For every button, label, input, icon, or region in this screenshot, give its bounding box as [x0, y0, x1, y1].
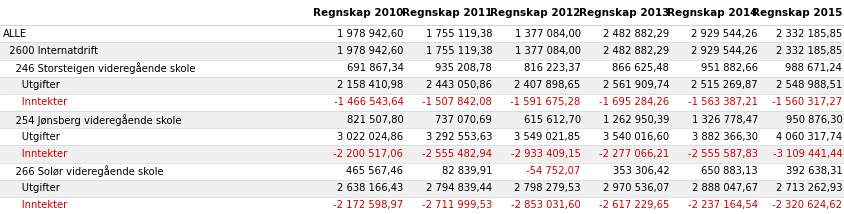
Text: 816 223,37: 816 223,37 — [524, 63, 581, 73]
Text: 737 070,69: 737 070,69 — [436, 115, 492, 125]
Text: Regnskap 2010: Regnskap 2010 — [313, 8, 403, 18]
Text: Regnskap 2015: Regnskap 2015 — [752, 8, 842, 18]
Text: 615 612,70: 615 612,70 — [523, 115, 581, 125]
Text: -2 555 482,94: -2 555 482,94 — [422, 149, 492, 159]
Text: 254 Jønsberg videregående skole: 254 Jønsberg videregående skole — [3, 114, 181, 126]
Text: 2 332 185,85: 2 332 185,85 — [776, 29, 842, 39]
Text: -54 752,07: -54 752,07 — [527, 166, 581, 176]
Text: Regnskap 2011: Regnskap 2011 — [402, 8, 492, 18]
Text: 1 978 942,60: 1 978 942,60 — [337, 46, 403, 56]
Text: 2600 Internatdrift: 2600 Internatdrift — [3, 46, 98, 56]
Text: Utgifter: Utgifter — [3, 80, 59, 90]
Text: 2 548 988,51: 2 548 988,51 — [776, 80, 842, 90]
Text: 3 540 016,60: 3 540 016,60 — [603, 132, 669, 142]
Text: Inntekter: Inntekter — [3, 201, 67, 210]
Text: 2 482 882,29: 2 482 882,29 — [603, 46, 669, 56]
Text: 3 549 021,85: 3 549 021,85 — [515, 132, 581, 142]
Text: 266 Solør videregående skole: 266 Solør videregående skole — [3, 165, 163, 177]
Bar — [0, 162, 844, 180]
Bar — [0, 128, 844, 145]
Bar — [0, 145, 844, 162]
Text: 353 306,42: 353 306,42 — [613, 166, 669, 176]
Text: -2 853 031,60: -2 853 031,60 — [511, 201, 581, 210]
Text: -2 277 066,21: -2 277 066,21 — [599, 149, 669, 159]
Text: 3 292 553,63: 3 292 553,63 — [425, 132, 492, 142]
Text: 821 507,80: 821 507,80 — [347, 115, 403, 125]
Text: 82 839,91: 82 839,91 — [441, 166, 492, 176]
Bar — [0, 25, 844, 42]
Bar — [0, 77, 844, 94]
Text: Inntekter: Inntekter — [3, 149, 67, 159]
Bar — [0, 180, 844, 197]
Text: 2 929 544,26: 2 929 544,26 — [691, 46, 758, 56]
Text: -1 695 284,26: -1 695 284,26 — [599, 97, 669, 107]
Bar — [0, 42, 844, 59]
Text: -2 320 624,62: -2 320 624,62 — [772, 201, 842, 210]
Text: 246 Storsteigen videregående skole: 246 Storsteigen videregående skole — [3, 62, 195, 74]
Text: 2 638 166,43: 2 638 166,43 — [338, 183, 403, 193]
Text: -2 237 164,54: -2 237 164,54 — [688, 201, 758, 210]
Text: 866 625,48: 866 625,48 — [613, 63, 669, 73]
Bar — [0, 111, 844, 128]
Text: -1 507 842,08: -1 507 842,08 — [422, 97, 492, 107]
Text: 465 567,46: 465 567,46 — [346, 166, 403, 176]
Text: 1 326 778,47: 1 326 778,47 — [691, 115, 758, 125]
Text: 988 671,24: 988 671,24 — [786, 63, 842, 73]
Text: 1 377 084,00: 1 377 084,00 — [515, 29, 581, 39]
Text: 2 158 410,98: 2 158 410,98 — [338, 80, 403, 90]
Text: -2 200 517,06: -2 200 517,06 — [333, 149, 403, 159]
Text: 2 407 898,65: 2 407 898,65 — [515, 80, 581, 90]
Text: 935 208,78: 935 208,78 — [436, 63, 492, 73]
Text: 2 888 047,67: 2 888 047,67 — [692, 183, 758, 193]
Text: -2 617 229,65: -2 617 229,65 — [599, 201, 669, 210]
Text: Regnskap 2012: Regnskap 2012 — [490, 8, 581, 18]
Text: 1 755 119,38: 1 755 119,38 — [425, 29, 492, 39]
Text: 2 798 279,53: 2 798 279,53 — [514, 183, 581, 193]
Text: 2 515 269,87: 2 515 269,87 — [691, 80, 758, 90]
Text: 2 794 839,44: 2 794 839,44 — [426, 183, 492, 193]
Text: 951 882,66: 951 882,66 — [701, 63, 758, 73]
Text: Inntekter: Inntekter — [3, 97, 67, 107]
Bar — [0, 197, 844, 214]
Text: -1 466 543,64: -1 466 543,64 — [333, 97, 403, 107]
Text: -1 563 387,21: -1 563 387,21 — [688, 97, 758, 107]
Text: 2 713 262,93: 2 713 262,93 — [776, 183, 842, 193]
Text: 3 882 366,30: 3 882 366,30 — [692, 132, 758, 142]
Text: 950 876,30: 950 876,30 — [786, 115, 842, 125]
Bar — [0, 59, 844, 77]
Text: -1 591 675,28: -1 591 675,28 — [511, 97, 581, 107]
Text: -2 711 999,53: -2 711 999,53 — [422, 201, 492, 210]
Text: 3 022 024,86: 3 022 024,86 — [338, 132, 403, 142]
Text: 1 377 084,00: 1 377 084,00 — [515, 46, 581, 56]
Text: 392 638,31: 392 638,31 — [786, 166, 842, 176]
Text: -3 109 441,44: -3 109 441,44 — [773, 149, 842, 159]
Text: 2 561 909,74: 2 561 909,74 — [603, 80, 669, 90]
Text: 2 970 536,07: 2 970 536,07 — [603, 183, 669, 193]
Text: Regnskap 2013: Regnskap 2013 — [579, 8, 669, 18]
Text: 2 482 882,29: 2 482 882,29 — [603, 29, 669, 39]
Text: Utgifter: Utgifter — [3, 183, 59, 193]
Text: 1 755 119,38: 1 755 119,38 — [425, 46, 492, 56]
Text: 2 332 185,85: 2 332 185,85 — [776, 46, 842, 56]
Text: -2 172 598,97: -2 172 598,97 — [333, 201, 403, 210]
Text: ALLE: ALLE — [3, 29, 27, 39]
Text: 1 978 942,60: 1 978 942,60 — [337, 29, 403, 39]
Text: 650 883,13: 650 883,13 — [701, 166, 758, 176]
Bar — [0, 0, 844, 25]
Text: Regnskap 2014: Regnskap 2014 — [668, 8, 758, 18]
Text: 2 929 544,26: 2 929 544,26 — [691, 29, 758, 39]
Text: -2 555 587,83: -2 555 587,83 — [688, 149, 758, 159]
Text: 1 262 950,39: 1 262 950,39 — [603, 115, 669, 125]
Bar — [0, 94, 844, 111]
Text: -1 560 317,27: -1 560 317,27 — [772, 97, 842, 107]
Text: 4 060 317,74: 4 060 317,74 — [776, 132, 842, 142]
Text: -2 933 409,15: -2 933 409,15 — [511, 149, 581, 159]
Text: 2 443 050,86: 2 443 050,86 — [426, 80, 492, 90]
Text: 691 867,34: 691 867,34 — [347, 63, 403, 73]
Text: Utgifter: Utgifter — [3, 132, 59, 142]
